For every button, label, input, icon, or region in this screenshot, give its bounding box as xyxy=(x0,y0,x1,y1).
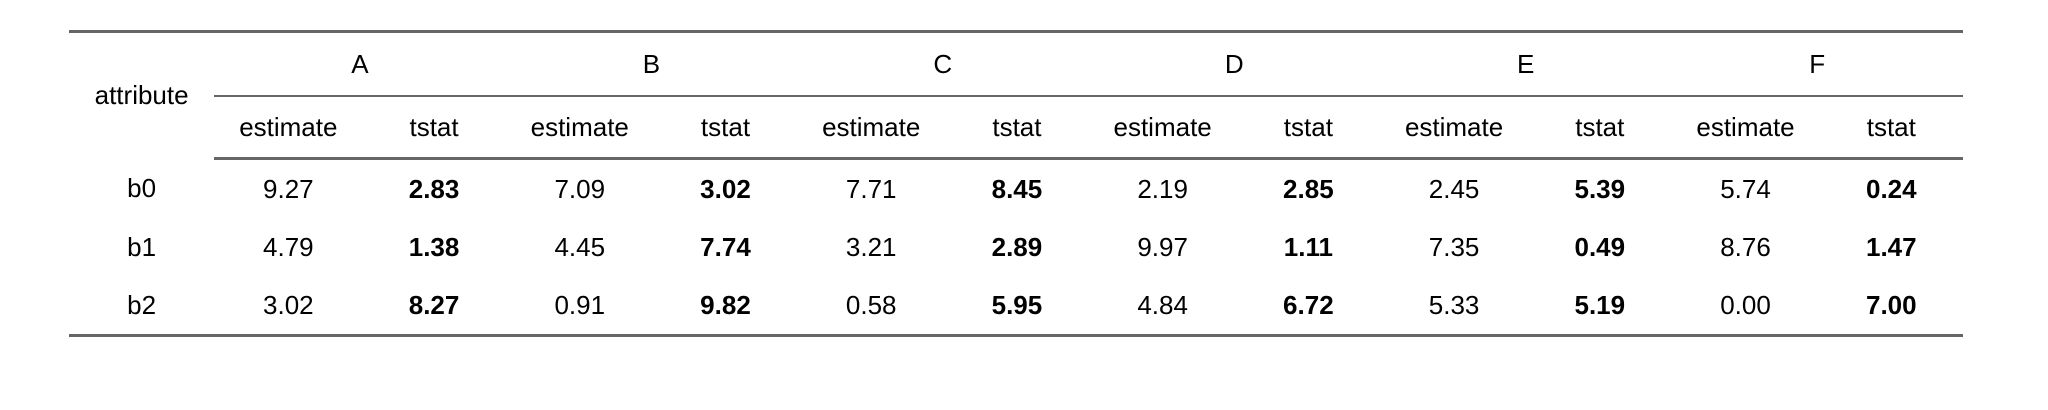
estimate-cell: 4.84 xyxy=(1088,276,1237,337)
tstat-cell: 9.82 xyxy=(653,276,798,337)
estimate-cell: 3.02 xyxy=(214,276,363,337)
tstat-cell: 1.47 xyxy=(1866,231,1917,262)
estimate-cell: 3.21 xyxy=(845,231,897,262)
col-header-a-tstat: tstat xyxy=(362,96,506,160)
tstat-cell: 8.27 xyxy=(362,276,506,337)
col-header-c-estimate: estimate xyxy=(797,96,946,160)
estimate-cell: 7.09 xyxy=(554,173,606,204)
tstat-cell: 1.11 xyxy=(1283,231,1333,262)
col-header-b-tstat: tstat xyxy=(653,96,798,160)
estimate-cell: 4.45 xyxy=(554,231,606,262)
tstat-cell: 2.85 xyxy=(1283,173,1334,204)
estimate-cell: 0.00 xyxy=(1671,276,1820,337)
estimate-cell: 0.58 xyxy=(797,276,946,337)
table-row: b1 4.79 1.38 4.45 7.74 3.21 2.89 9.97 1.… xyxy=(69,218,1963,276)
estimate-cell: 0.91 xyxy=(505,276,654,337)
col-header-b-estimate: estimate xyxy=(505,96,654,160)
col-header-f-estimate: estimate xyxy=(1671,96,1820,160)
group-header-f: F xyxy=(1671,30,1963,97)
col-header-f-tstat: tstat xyxy=(1819,96,1963,160)
row-header-attribute: attribute xyxy=(69,30,215,159)
tstat-cell: 0.24 xyxy=(1866,173,1917,204)
group-header-c: C xyxy=(797,30,1089,97)
table-row: b0 9.27 2.83 7.09 3.02 7.71 8.45 2.19 2.… xyxy=(69,159,1963,219)
tstat-cell: 7.00 xyxy=(1819,276,1963,337)
row-label: b1 xyxy=(127,231,157,262)
estimate-cell: 8.76 xyxy=(1720,231,1771,262)
tstat-cell: 5.95 xyxy=(945,276,1089,337)
estimate-cell: 7.71 xyxy=(845,173,897,204)
col-header-d-tstat: tstat xyxy=(1236,96,1380,160)
group-header-b: B xyxy=(505,30,798,97)
estimate-cell: 4.79 xyxy=(263,231,314,262)
estimate-cell: 2.19 xyxy=(1137,173,1188,204)
tstat-cell: 5.19 xyxy=(1528,276,1672,337)
estimate-cell: 5.33 xyxy=(1379,276,1529,337)
col-header-d-estimate: estimate xyxy=(1088,96,1237,160)
estimate-cell: 5.74 xyxy=(1720,173,1771,204)
results-table: attribute A B C D E F estimate tstat est… xyxy=(69,30,1963,337)
col-header-a-estimate: estimate xyxy=(214,96,363,160)
col-header-e-tstat: tstat xyxy=(1528,96,1672,160)
tstat-cell: 8.45 xyxy=(991,173,1043,204)
tstat-cell: 1.38 xyxy=(408,231,460,262)
col-header-e-estimate: estimate xyxy=(1379,96,1529,160)
col-header-c-tstat: tstat xyxy=(945,96,1089,160)
tstat-cell: 5.39 xyxy=(1574,173,1626,204)
tstat-cell: 2.89 xyxy=(991,231,1043,262)
row-label: b2 xyxy=(69,276,215,337)
tstat-cell: 3.02 xyxy=(700,173,751,204)
estimate-cell: 9.27 xyxy=(263,173,314,204)
table-row: b2 3.02 8.27 0.91 9.82 0.58 5.95 4.84 6.… xyxy=(69,276,1963,337)
estimate-cell: 2.45 xyxy=(1428,173,1480,204)
tstat-cell: 6.72 xyxy=(1236,276,1380,337)
group-header-a: A xyxy=(214,30,506,97)
group-header-e: E xyxy=(1379,30,1672,97)
estimate-cell: 7.35 xyxy=(1428,231,1480,262)
group-header-d: D xyxy=(1088,30,1380,97)
estimate-cell: 9.97 xyxy=(1137,231,1188,262)
row-label: b0 xyxy=(127,172,157,203)
tstat-cell: 0.49 xyxy=(1574,231,1626,262)
tstat-cell: 7.74 xyxy=(700,231,751,262)
tstat-cell: 2.83 xyxy=(408,173,460,204)
